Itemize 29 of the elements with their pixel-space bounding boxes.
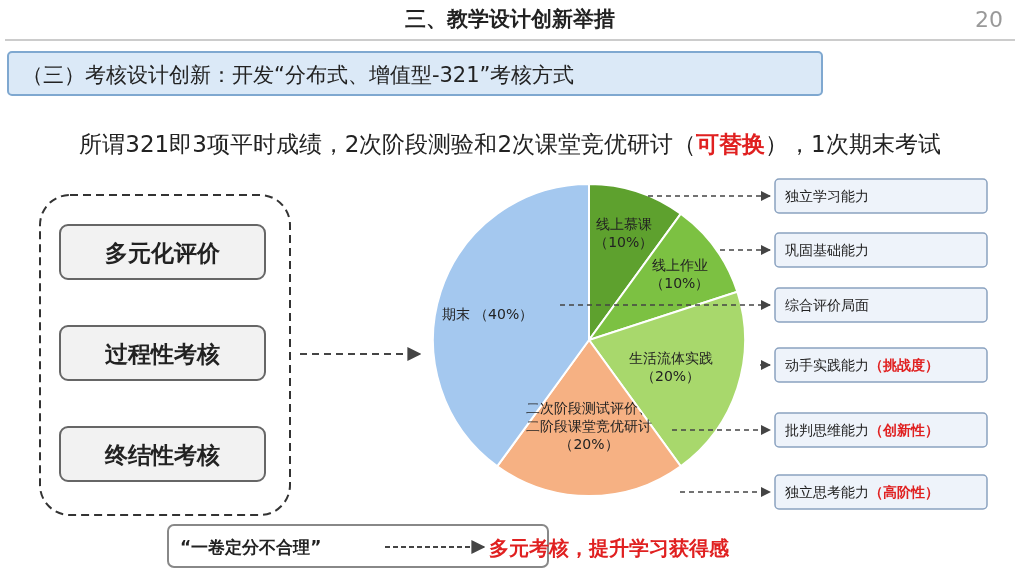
slice-label: 期末 （40%） — [441, 305, 534, 322]
text: （高阶性） — [869, 484, 939, 500]
text: （创新性） — [869, 422, 939, 438]
text: 巩固基础能力 — [785, 242, 869, 258]
slice-label: 线上慕课 — [595, 216, 652, 233]
chart-title: 三、教学设计创新举措 — [405, 7, 615, 31]
data-label: （10%） — [650, 274, 710, 291]
text: “一卷定分不合理” — [180, 537, 322, 557]
text: 20 — [975, 7, 1003, 32]
text: 综合评价局面 — [785, 297, 869, 313]
text: ），1次期末考试 — [765, 131, 941, 157]
text: （三）考核设计创新：开发“分布式、增值型-321”考核方式 — [22, 63, 575, 87]
text: 动手实践能力 — [785, 357, 869, 373]
text: 终结性考核 — [103, 442, 220, 468]
text: 多元化评价 — [104, 240, 221, 266]
text: 可替换 — [695, 131, 766, 157]
text: 所谓321即3项平时成绩，2次阶段测验和2次课堂竞优研讨（ — [79, 131, 697, 157]
data-label: （20%） — [559, 435, 619, 452]
text: 独立思考能力 — [785, 484, 869, 500]
text: 批判思维能力 — [785, 422, 869, 438]
slice-label: 生活流体实践 — [628, 349, 713, 366]
slice-label: 二次阶段测试评价、二阶段课堂竞优研讨 — [526, 399, 652, 434]
slice-label: 线上作业 — [651, 256, 708, 273]
text: 独立学习能力 — [785, 188, 869, 204]
text: （挑战度） — [869, 357, 939, 373]
text: 过程性考核 — [103, 341, 220, 367]
data-label: （20%） — [641, 367, 701, 384]
data-label: （10%） — [594, 234, 654, 251]
text: 多元考核，提升学习获得感 — [489, 536, 730, 560]
